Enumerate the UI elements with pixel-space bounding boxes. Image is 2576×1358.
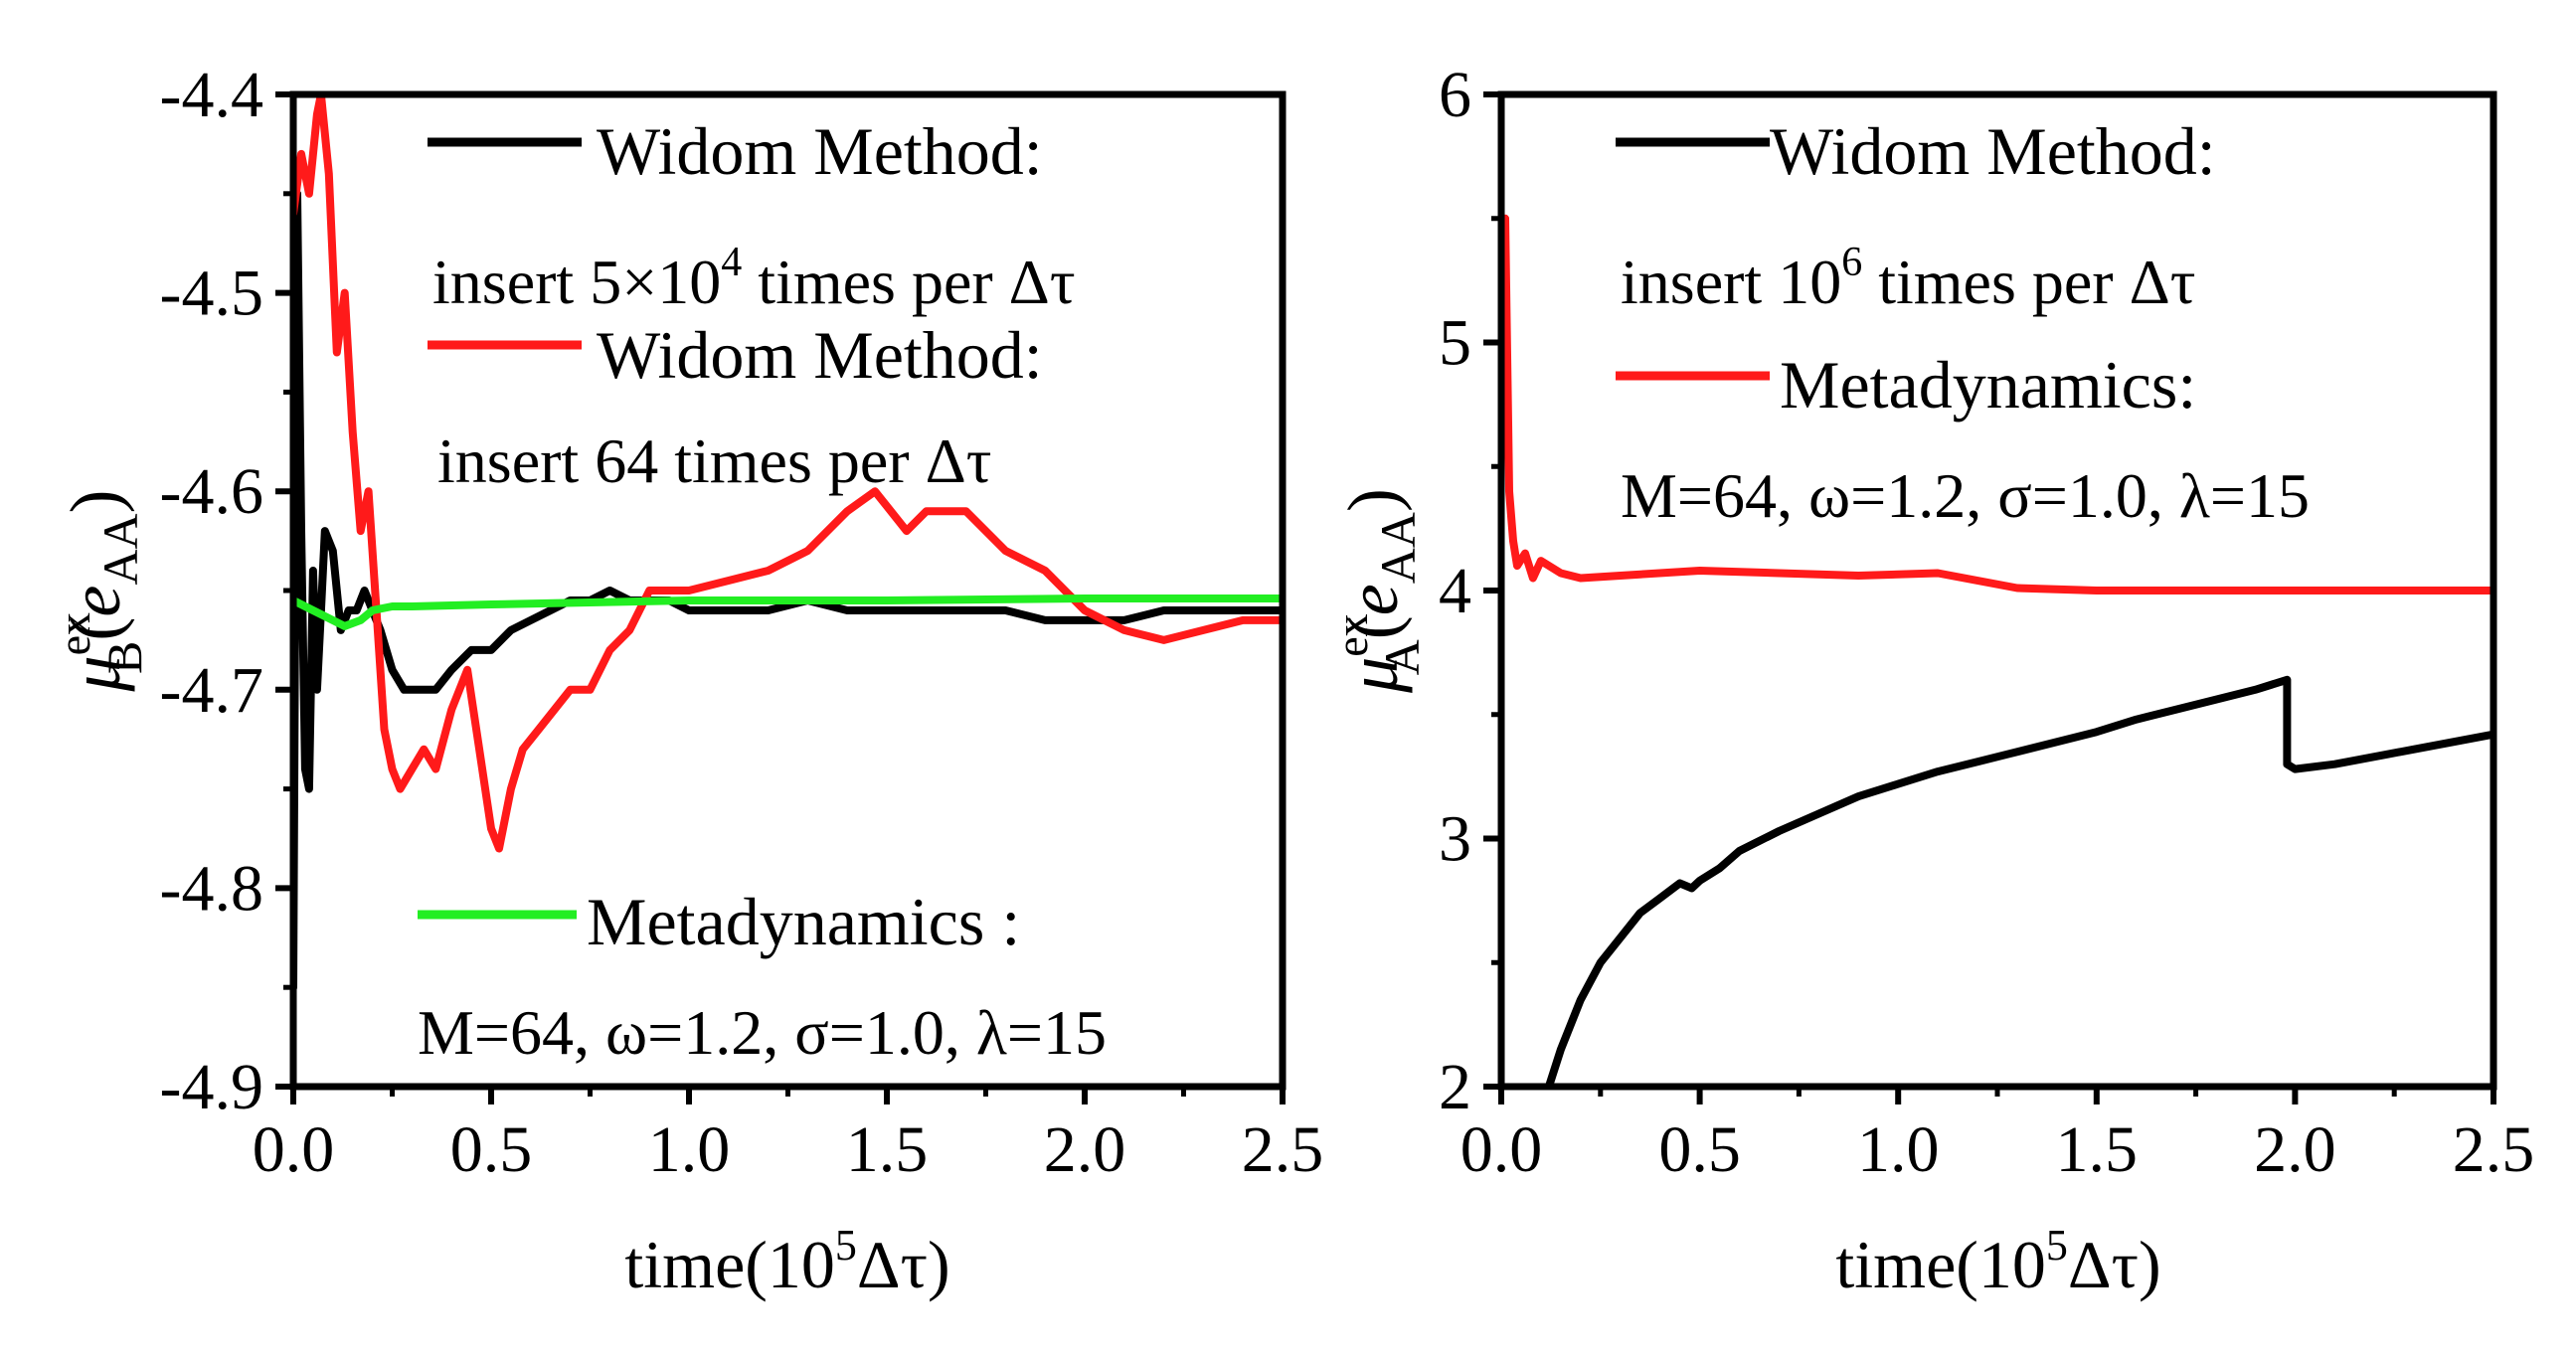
- legend-detail-text: insert 10: [1621, 247, 1841, 317]
- x-tick-label: 2.5: [2453, 1113, 2535, 1186]
- x-label-prefix: time(10: [624, 1227, 835, 1302]
- legend-title: Widom Method:: [597, 113, 1043, 189]
- legend-detail-superscript: 6: [1841, 240, 1862, 285]
- y-tick-label: 5: [1439, 307, 1471, 380]
- y-label-mu: μ: [1333, 657, 1413, 694]
- legend-detail-text: M=64, ω=1.2, σ=1.0, λ=15: [418, 997, 1107, 1068]
- x-label-superscript: 5: [835, 1221, 857, 1270]
- x-tick-label: 2.5: [1242, 1113, 1324, 1186]
- x-tick-label: 0.5: [1658, 1113, 1741, 1186]
- x-tick-label: 2.0: [1044, 1113, 1126, 1186]
- legend-title: Widom Method:: [1770, 113, 2216, 189]
- x-tick-label: 0.5: [450, 1113, 533, 1186]
- y-label-subscript: B: [96, 641, 152, 674]
- y-tick-label: -4.9: [160, 1051, 263, 1123]
- series-line-0: [1544, 675, 2493, 1087]
- legend-detail-suffix: times per Δτ: [1862, 247, 2195, 317]
- x-axis-label: time(105Δτ): [1835, 1221, 2160, 1302]
- y-label-mu: μ: [56, 655, 135, 692]
- legend-detail-text: insert 64 times per Δτ: [437, 425, 991, 496]
- series-group: [1501, 214, 2493, 1087]
- x-label-superscript: 5: [2046, 1221, 2068, 1270]
- legend-title: Metadynamics :: [587, 884, 1020, 959]
- y-label-e: e: [56, 586, 135, 617]
- y-tick-label: -4.8: [160, 852, 263, 925]
- series-line-1: [293, 94, 1283, 853]
- legend-detail-text: M=64, ω=1.2, σ=1.0, λ=15: [1621, 460, 2310, 531]
- series-line-1: [1501, 214, 2493, 594]
- legend-detail: insert 64 times per Δτ: [437, 425, 991, 496]
- legend-title: Widom Method:: [597, 317, 1043, 393]
- y-tick-label: 2: [1439, 1051, 1471, 1123]
- x-label-prefix: time(10: [1835, 1227, 2046, 1302]
- y-label-close-paren: ): [56, 489, 135, 513]
- y-tick-label: -4.7: [160, 654, 263, 727]
- legend-title: Metadynamics:: [1780, 347, 2196, 423]
- legend-detail-text: insert 5×10: [432, 247, 721, 317]
- y-label-subscript: A: [1374, 639, 1430, 675]
- legend-entry: Widom Method: insert 106 times per Δτ: [1616, 113, 2216, 317]
- x-tick-label: 1.5: [846, 1113, 929, 1186]
- legend-detail: M=64, ω=1.2, σ=1.0, λ=15: [1621, 460, 2310, 531]
- y-tick-label: -4.5: [160, 257, 263, 330]
- y-label-e-subscript: AA: [1370, 512, 1426, 584]
- y-axis-label: μexB(eAA): [49, 489, 152, 692]
- y-label-e-subscript: AA: [92, 513, 148, 585]
- y-label-open-paren: (: [56, 617, 135, 641]
- x-tick-label: 0.0: [253, 1113, 335, 1186]
- x-axis-label: time(105Δτ): [624, 1221, 949, 1302]
- y-label-superscript: ex: [1326, 613, 1377, 656]
- x-tick-label: 2.0: [2254, 1113, 2336, 1186]
- legend-entry: Metadynamics: M=64, ω=1.2, σ=1.0, λ=15: [1616, 347, 2310, 531]
- x-label-suffix: Δτ): [2068, 1227, 2161, 1302]
- legend-detail-suffix: times per Δτ: [742, 247, 1075, 317]
- series-line-2: [293, 594, 1283, 630]
- x-tick-label: 1.0: [1857, 1113, 1940, 1186]
- legend-entry: Metadynamics : M=64, ω=1.2, σ=1.0, λ=15: [418, 884, 1107, 1068]
- y-label-superscript: ex: [49, 612, 99, 655]
- y-axis-label: μexA(eAA): [1326, 488, 1430, 694]
- y-label-close-paren: ): [1333, 488, 1413, 512]
- series-line-0: [293, 189, 1283, 992]
- legend-detail: M=64, ω=1.2, σ=1.0, λ=15: [418, 997, 1107, 1068]
- y-axis-label-text: μexB(eAA): [49, 489, 152, 692]
- y-label-e: e: [1333, 584, 1413, 615]
- legend-detail: insert 5×104 times per Δτ: [432, 240, 1076, 317]
- right-panel: 0.0 0.5 1.0 1.5 2.0 2.523456time(105Δτ)μexA(e…: [1326, 59, 2534, 1302]
- y-axis-label-text: μexA(eAA): [1326, 488, 1430, 694]
- y-tick-label: -4.6: [160, 455, 263, 528]
- left-panel: 0.0 0.5 1.0 1.5 2.0 2.5 -4.9 -4.8 -4.7 -4.6 -4.5 -4…: [49, 59, 1323, 1302]
- legend-entry: Widom Method: insert 5×104 times per Δτ: [428, 113, 1076, 317]
- y-tick-label: 4: [1439, 555, 1471, 627]
- y-tick-label: -4.4: [160, 59, 263, 131]
- legend-entry: Widom Method: insert 64 times per Δτ: [428, 317, 1043, 496]
- x-tick-label: 0.0: [1460, 1113, 1543, 1186]
- x-tick-label: 1.5: [2056, 1113, 2139, 1186]
- x-tick-label: 1.0: [648, 1113, 731, 1186]
- y-label-open-paren: (: [1333, 615, 1413, 639]
- x-label-suffix: Δτ): [857, 1227, 950, 1302]
- legend-detail: insert 106 times per Δτ: [1621, 240, 2195, 317]
- y-tick-label: 3: [1439, 803, 1471, 876]
- y-tick-label: 6: [1439, 59, 1471, 131]
- legend-detail-superscript: 4: [721, 240, 742, 285]
- series-group: [293, 94, 1283, 992]
